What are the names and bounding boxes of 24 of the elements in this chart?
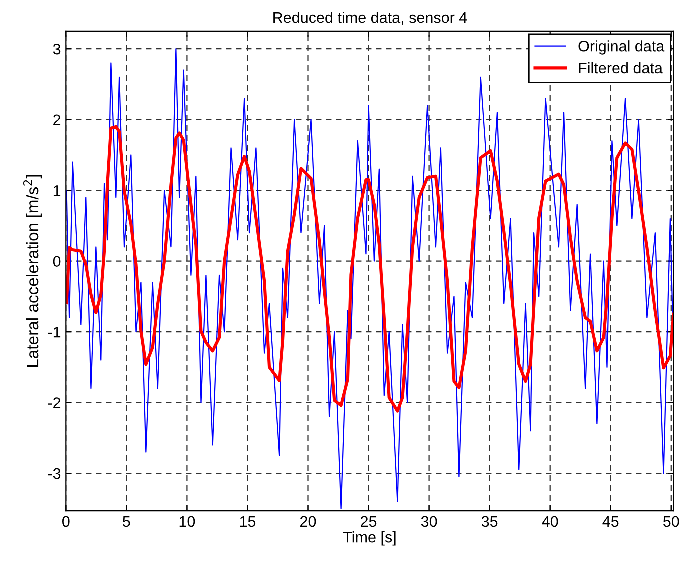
legend-label: Filtered data: [579, 62, 663, 74]
x-axis-title: Time [s]: [343, 532, 396, 546]
legend-label: Original data: [578, 40, 665, 55]
y-tick-label: 0: [53, 256, 61, 268]
x-tick-label: 35: [482, 516, 498, 528]
line-series: [66, 125, 674, 413]
y-tick-label: 2: [54, 114, 61, 126]
y-tick-label: -1: [48, 327, 61, 338]
chart-title: Reduced time data, sensor 4: [274, 12, 468, 26]
x-tick-label: 30: [421, 516, 438, 528]
y-tick-label: 3: [53, 44, 61, 55]
x-tick-label: 25: [361, 516, 377, 528]
y-tick-label: -3: [48, 468, 61, 480]
x-tick-label: 5: [123, 516, 130, 528]
x-tick-label: 45: [602, 516, 619, 528]
x-tick-label: 0: [62, 516, 70, 528]
x-tick-label: 40: [542, 516, 558, 528]
x-tick-label: 10: [180, 516, 196, 528]
x-tick-label: 20: [300, 516, 316, 528]
y-axis-title: Lateral acceleration [m/s$^{2}$]: [23, 175, 42, 368]
x-tick-label: 50: [664, 516, 680, 528]
x-tick-label: 15: [240, 516, 256, 528]
y-tick-label: -2: [48, 398, 61, 408]
y-tick-label: 1: [54, 186, 61, 196]
